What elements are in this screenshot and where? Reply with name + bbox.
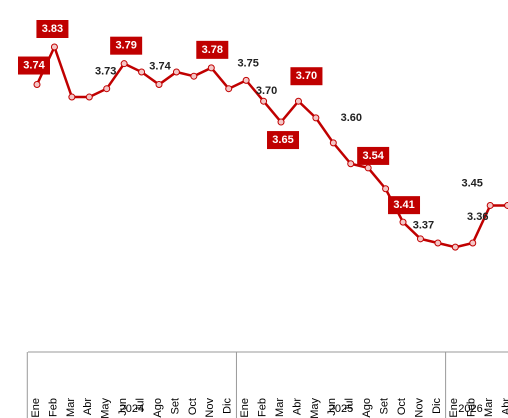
x-tick-label: May [100, 398, 112, 418]
x-tick-label: Oct [396, 398, 408, 415]
point [190, 72, 198, 80]
label-box [36, 20, 69, 38]
point [382, 185, 390, 193]
x-tick-label: Feb [256, 398, 268, 417]
x-tick-label: Ene [448, 398, 460, 418]
point [504, 201, 508, 209]
label-box [196, 40, 229, 59]
x-tick-label: Abr [82, 398, 94, 415]
data-label: 3.37 [413, 220, 434, 232]
data-label: 3.41 [393, 199, 414, 211]
point [434, 239, 442, 247]
year-label: 2024 [120, 403, 144, 415]
label-box [267, 131, 300, 150]
x-tick-label: Ene [30, 398, 42, 418]
x-tick-label: Feb [47, 398, 59, 417]
x-tick-label: Dic [431, 398, 443, 414]
point [172, 68, 180, 76]
x-tick-label: Ene [239, 398, 251, 418]
x-tick-label: Jun [117, 398, 129, 416]
data-label: 3.65 [272, 134, 293, 146]
label-box [18, 56, 50, 75]
point [68, 93, 76, 101]
point [469, 239, 477, 247]
series-line [35, 43, 508, 249]
point [260, 97, 268, 105]
point [138, 68, 146, 76]
x-tick-label: Ago [361, 398, 373, 418]
data-label: 3.78 [202, 44, 223, 56]
x-tick-label: Set [379, 398, 391, 415]
point [103, 85, 111, 93]
x-tick-label: Jun [326, 398, 338, 416]
point [486, 201, 494, 209]
point [451, 243, 459, 251]
data-label: 3.83 [42, 23, 63, 35]
data-label: 3.54 [362, 150, 384, 162]
year-label: 2026 [458, 403, 482, 415]
data-label: 3.74 [23, 59, 45, 71]
x-tick-label: Nov [413, 398, 425, 418]
x-tick-label: Nov [204, 398, 216, 418]
point [416, 235, 424, 243]
point [120, 60, 128, 68]
x-tick-label: Abr [501, 398, 508, 415]
point [242, 76, 250, 84]
point [50, 43, 58, 51]
point [347, 160, 355, 168]
data-label: 3.36 [467, 211, 488, 223]
point [294, 97, 302, 105]
label-box [290, 67, 323, 86]
x-tick-label: Jul [134, 398, 146, 412]
data-label: 3.60 [341, 112, 362, 124]
point [312, 114, 320, 122]
x-tick-label: Oct [187, 398, 199, 415]
point [85, 93, 93, 101]
x-tick-label: Feb [466, 398, 478, 417]
point [207, 64, 215, 72]
data-label: 3.70 [296, 70, 317, 82]
point [329, 139, 337, 147]
x-tick-label: Mar [65, 398, 77, 417]
x-tick-label: Mar [274, 398, 286, 417]
x-tick-label: Ago [152, 398, 164, 418]
data-label: 3.75 [237, 57, 258, 69]
x-tick-label: May [309, 398, 321, 418]
label-box [388, 196, 421, 215]
data-label: 3.79 [115, 40, 136, 52]
point [364, 164, 372, 172]
year-label: 2025 [329, 403, 353, 415]
point [225, 85, 233, 93]
x-tick-label: Set [169, 398, 181, 415]
data-label: 3.73 [95, 66, 116, 78]
x-tick-label: Mar [483, 398, 495, 417]
point [155, 81, 163, 89]
label-box [110, 36, 143, 55]
point [399, 218, 407, 226]
x-tick-label: Jul [344, 398, 356, 412]
point [33, 81, 41, 89]
x-tick-label: Dic [222, 398, 234, 414]
data-label: 3.74 [149, 60, 171, 72]
data-label: 3.45 [461, 177, 482, 189]
point [277, 118, 285, 126]
x-tick-label: Abr [291, 398, 303, 415]
data-label: 3.70 [256, 85, 277, 97]
label-box [357, 146, 390, 165]
